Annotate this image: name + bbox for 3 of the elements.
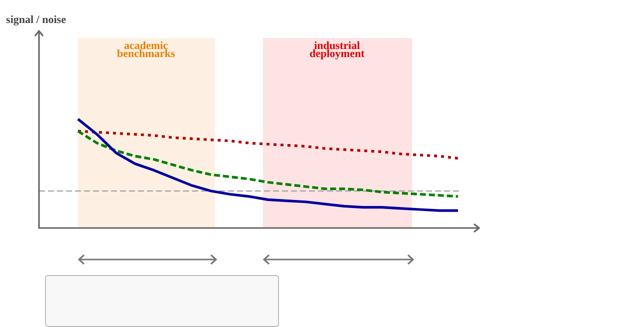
text: academic benchmarks — [116, 40, 176, 60]
text: signal / noise — [6, 14, 66, 26]
text: industrial deployment — [310, 40, 364, 60]
